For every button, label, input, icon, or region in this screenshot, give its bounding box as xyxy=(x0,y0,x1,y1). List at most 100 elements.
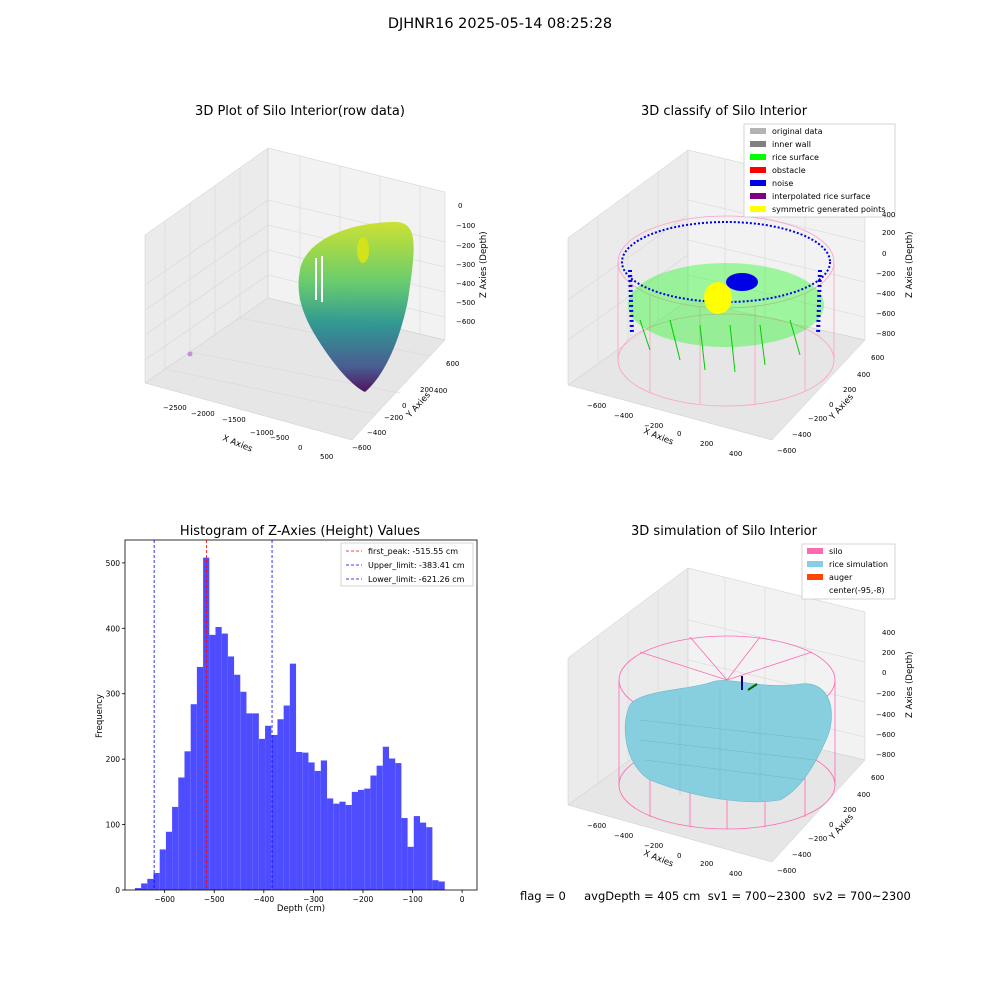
simulation-xtick: 200 xyxy=(700,860,713,868)
histogram-bar xyxy=(147,878,154,890)
classify-ytick: −600 xyxy=(777,447,796,455)
silo-cylinder xyxy=(618,635,836,830)
histogram-bar xyxy=(215,627,222,890)
raw-xtick: −2500 xyxy=(163,404,187,412)
legend-label: interpolated rice surface xyxy=(772,192,870,201)
classify-xtick: −400 xyxy=(614,412,633,420)
histogram-bar xyxy=(289,663,297,890)
raw-ztick: −100 xyxy=(456,222,475,230)
classify-ztick: −800 xyxy=(876,330,895,338)
histogram-axes-frame xyxy=(124,539,478,891)
classify-ztick: 200 xyxy=(882,229,895,237)
simulation-zlabel: Z Axies (Depth) xyxy=(905,651,915,718)
legend-swatch xyxy=(750,193,766,199)
histogram-x-tick-label: −600 xyxy=(154,895,175,904)
histogram-bar xyxy=(376,765,383,890)
histogram-bar xyxy=(153,872,160,890)
classify-ytick: 600 xyxy=(871,354,884,362)
histogram-bar xyxy=(333,803,340,890)
raw-ytick: −200 xyxy=(384,414,403,422)
simulation-ztick: −800 xyxy=(876,751,895,759)
raw-ztick: −400 xyxy=(456,280,475,288)
histogram-ylabel: Frequency xyxy=(95,694,105,738)
raw-ytick: −400 xyxy=(367,429,386,437)
raw-ztick: −500 xyxy=(456,299,475,307)
histogram-reference-lines xyxy=(153,540,273,890)
simulation-xlabel: X Axies xyxy=(642,849,675,870)
simulation-ytick: 400 xyxy=(857,791,870,799)
simulation-xtick: −200 xyxy=(644,842,663,850)
histogram-bar xyxy=(271,734,278,890)
histogram-bar xyxy=(165,831,173,890)
legend-label: obstacle xyxy=(772,166,806,175)
histogram-bar xyxy=(240,691,247,890)
legend-swatch xyxy=(807,548,823,554)
histogram-bar xyxy=(419,822,427,890)
histogram-bar xyxy=(265,725,272,890)
classify-ztick: −200 xyxy=(876,270,895,278)
histogram-bar xyxy=(426,827,433,890)
simulation-ztick: 0 xyxy=(882,669,886,677)
histogram-bar xyxy=(258,738,266,890)
legend-swatch xyxy=(750,180,766,186)
classify-ztick: 400 xyxy=(882,211,895,219)
legend-label: silo xyxy=(829,547,843,556)
histogram-x-tick-label: 0 xyxy=(460,895,465,904)
classify-ztick: −600 xyxy=(876,310,895,318)
histogram-bar xyxy=(314,770,321,890)
classify-legend-entries: original data inner wall rice surface ob… xyxy=(750,127,885,214)
histogram-bar xyxy=(339,801,346,890)
histogram-bar xyxy=(203,557,210,890)
simulation-ytick: −200 xyxy=(808,835,827,843)
rice-simulation-surface xyxy=(624,680,832,803)
raw-xtick: 500 xyxy=(320,453,333,461)
histogram-y-tick-label: 500 xyxy=(106,559,121,568)
histogram-y-tick-label: 100 xyxy=(106,821,121,830)
legend-swatch xyxy=(750,141,766,147)
classify-xtick: −200 xyxy=(644,422,663,430)
simulation-xtick: 0 xyxy=(677,852,681,860)
classify-ytick: 200 xyxy=(843,386,856,394)
rice-surface-mesh xyxy=(639,690,821,800)
legend-label-first-peak: first_peak: -515.55 cm xyxy=(368,547,458,556)
histogram-bar xyxy=(246,713,253,890)
classify-ytick: 0 xyxy=(829,401,833,409)
raw-outlier-point xyxy=(187,351,193,357)
histogram-x-tick-label: −500 xyxy=(204,895,225,904)
raw-ytick: 600 xyxy=(446,360,459,368)
legend-label: original data xyxy=(772,127,823,136)
legend-label: auger xyxy=(829,573,853,582)
histogram-bar xyxy=(389,758,396,890)
histogram-x-ticks: −600 −500 −400 −300 −200 −100 0 xyxy=(154,890,465,904)
histogram-bar xyxy=(209,634,216,890)
histogram-xlabel: Depth (cm) xyxy=(277,904,325,914)
histogram-bar xyxy=(370,775,377,890)
histogram-bar xyxy=(401,818,408,890)
legend-swatch xyxy=(750,128,766,134)
histogram-bar xyxy=(141,883,148,890)
histogram-bar xyxy=(221,633,228,890)
histogram-y-tick-label: 200 xyxy=(106,755,121,764)
histogram-bars xyxy=(134,557,445,890)
classify-xtick: −600 xyxy=(587,402,606,410)
legend-swatch xyxy=(750,206,766,212)
classify-ztick: 0 xyxy=(882,250,886,258)
simulation-legend-entries: silo rice simulation auger center(-95,-8… xyxy=(807,547,888,595)
histogram-title: Histogram of Z-Axies (Height) Values xyxy=(179,524,421,539)
histogram-bar xyxy=(345,804,352,890)
simulation-xtick: −600 xyxy=(587,822,606,830)
raw-ztick: −200 xyxy=(456,242,475,250)
raw-xtick: 0 xyxy=(298,444,302,452)
simulation-ytick: −600 xyxy=(777,867,796,875)
histogram-bar xyxy=(302,752,309,890)
histogram-bar xyxy=(178,777,185,890)
histogram-bar xyxy=(438,881,445,890)
classify-xtick: 200 xyxy=(700,440,713,448)
raw-ytick: 400 xyxy=(434,387,447,395)
legend-label: rice simulation xyxy=(829,560,888,569)
histogram-x-tick-label: −400 xyxy=(254,895,275,904)
legend-swatch xyxy=(750,167,766,173)
